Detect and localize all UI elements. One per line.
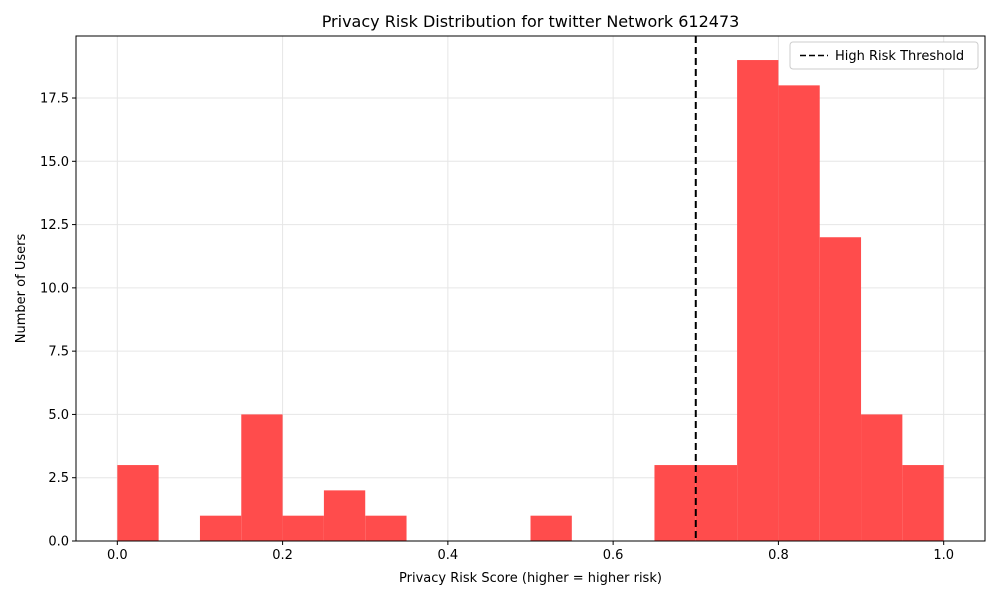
x-tick-label: 0.6: [603, 548, 624, 563]
histogram-bar: [199, 515, 242, 541]
plot-frame: [75, 35, 986, 542]
x-tick-label: 0.2: [272, 548, 293, 563]
histogram-bar: [737, 60, 779, 542]
histogram-bar: [117, 465, 159, 541]
x-tick-label: 1.0: [933, 548, 954, 563]
y-tick-label: 17.5: [40, 92, 69, 107]
y-tick-label: 5.0: [48, 408, 69, 423]
y-tick-label: 0.0: [48, 535, 69, 550]
x-tick-label: 0.8: [768, 548, 789, 563]
y-axis-label: Number of Users: [14, 234, 29, 344]
histogram-bar: [241, 414, 283, 541]
x-tick-label: 0.4: [438, 548, 459, 563]
histogram-bar: [654, 465, 696, 541]
y-tick-label: 7.5: [48, 345, 69, 360]
legend-threshold-label: High Risk Threshold: [835, 49, 964, 64]
axis-ticks: 0.0 0.2 0.4 0.6 0.8 1.0 0.0 2.5 5.0 7.5 10.0 12.5 15…: [40, 92, 954, 563]
legend: High Risk Threshold: [789, 41, 979, 70]
y-tick-label: 10.0: [40, 281, 69, 296]
histogram-bar: [282, 515, 324, 541]
histogram-bar: [323, 490, 366, 541]
y-tick-label: 2.5: [48, 471, 69, 486]
x-tick-label: 0.0: [107, 548, 128, 563]
histogram-bar: [778, 85, 820, 541]
y-tick-label: 12.5: [40, 218, 69, 233]
histogram-bar: [365, 515, 407, 541]
histogram-bars: [117, 60, 944, 542]
histogram-bar: [861, 414, 903, 541]
histogram-bar: [902, 465, 944, 541]
histogram-bar: [695, 465, 738, 541]
chart-title: Privacy Risk Distribution for twitter Ne…: [322, 12, 740, 31]
x-axis-label: Privacy Risk Score (higher = higher risk…: [399, 571, 662, 586]
legend-box: [789, 41, 979, 70]
histogram-bar: [819, 237, 862, 541]
y-tick-label: 15.0: [40, 155, 69, 170]
histogram-bar: [530, 515, 572, 541]
